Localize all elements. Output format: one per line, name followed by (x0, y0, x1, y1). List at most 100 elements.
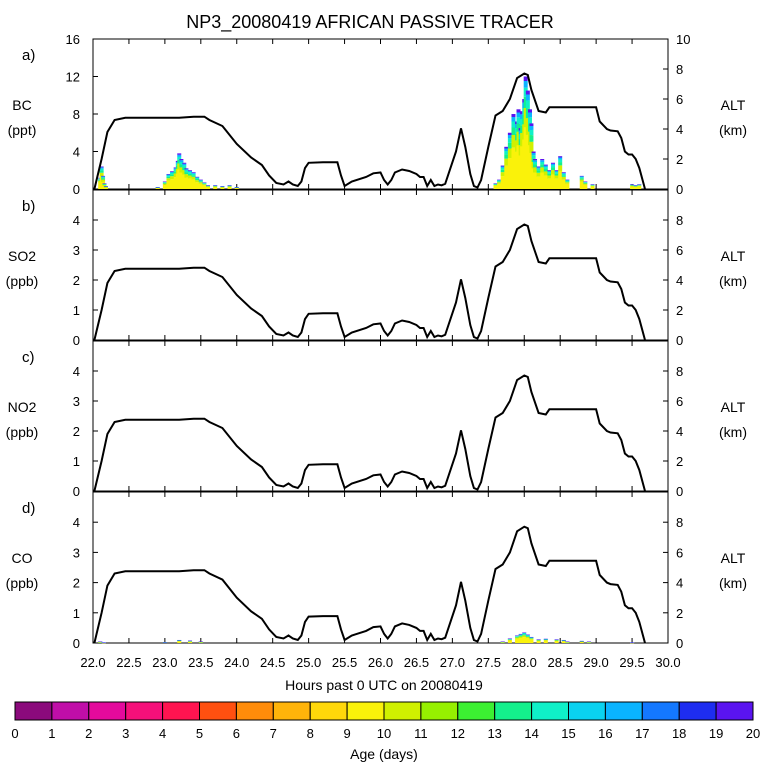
tracer-bar-segment (558, 159, 563, 163)
tracer-bar-segment (554, 173, 559, 176)
alt-label: ALT (721, 550, 746, 566)
tracer-bar-segment (529, 129, 534, 136)
tracer-bar-segment (177, 163, 182, 170)
tracer-bar-segment (579, 640, 584, 642)
tracer-bar-segment (504, 154, 509, 159)
tracer-bar-segment (162, 181, 167, 183)
tracer-bar-segment (500, 641, 505, 642)
tracer-bar-segment (565, 641, 570, 642)
tracer-bar-segment (583, 181, 588, 182)
tracer-bar-segment (173, 169, 178, 172)
tracer-bar-segment (520, 125, 525, 133)
tracer-bar-segment (547, 171, 552, 173)
tracer-bar-segment (507, 138, 512, 143)
tracer-bar-segment (579, 176, 584, 178)
alt-units-label: (km) (719, 575, 747, 591)
tracer-bar-segment (202, 182, 207, 184)
tracer-bar-segment (99, 168, 104, 171)
tracer-bar-segment (162, 183, 167, 185)
tracer-bar-segment (500, 176, 505, 189)
colorbar-swatch (309, 701, 348, 721)
tracer-bar-segment (179, 160, 184, 162)
tracer-bar-segment (536, 170, 541, 173)
tracer-bar-segment (522, 637, 527, 643)
tracer-bar-segment (590, 185, 595, 186)
tracer-bar (202, 182, 207, 189)
tracer-bar-segment (500, 165, 505, 167)
tracer-bar-segment (195, 179, 200, 181)
units-label: (ppt) (8, 122, 37, 138)
tracer-bar-segment (195, 176, 200, 178)
x-tick-label: 27.5 (476, 655, 501, 670)
tracer-bar-segment (179, 159, 184, 161)
colorbar-swatch (88, 701, 127, 721)
tracer-bar-segment (493, 184, 498, 186)
tracer-bar-segment (583, 181, 588, 183)
tracer-bar-segment (531, 155, 536, 159)
tracer-bar-segment (191, 179, 196, 189)
tracer-bar-segment (166, 175, 171, 177)
tracer-bar-segment (188, 170, 193, 171)
tracer-bar-segment (213, 186, 218, 189)
tracer-bar-segment (497, 180, 502, 181)
tracer-bar (188, 170, 193, 189)
colorbar-swatch (494, 701, 533, 721)
alt-tick-label: 0 (676, 182, 683, 197)
colorbar-tick-label: 3 (122, 726, 129, 741)
tracer-bar-segment (536, 640, 541, 642)
x-tick-label: 27.0 (440, 655, 465, 670)
tracer-bar (198, 179, 203, 189)
colorbar-tick-label: 12 (451, 726, 465, 741)
tracer-bar-segment (531, 151, 536, 153)
tracer-bar-segment (586, 641, 591, 642)
colorbar-tick-label: 2 (85, 726, 92, 741)
tracer-bar (101, 642, 106, 644)
tracer-bar (543, 164, 548, 189)
tracer-bar-segment (561, 641, 566, 643)
tracer-bar-segment (206, 185, 210, 187)
alt-tick-label: 2 (676, 606, 683, 621)
tracer-bar-segment (191, 176, 196, 180)
tracer-bar-segment (511, 121, 516, 128)
colorbar-tick-label: 5 (196, 726, 203, 741)
colorbar-swatch (531, 701, 569, 721)
tracer-bar-segment (98, 641, 103, 642)
tracer-bar-segment (184, 168, 189, 170)
tracer-bar (518, 633, 523, 643)
tracer-bar (234, 187, 239, 189)
x-tick-label: 29.0 (583, 655, 608, 670)
tracer-bar-segment (188, 641, 193, 643)
tracer-bar-segment (198, 642, 203, 643)
tracer-bar (529, 123, 534, 189)
tracer-bar-segment (103, 187, 108, 189)
colorbar-swatch (199, 701, 237, 721)
tracer-bar-segment (583, 183, 588, 185)
tracer-bar-segment (523, 81, 528, 88)
tracer-bar-segment (206, 186, 210, 189)
tracer-bar-segment (182, 162, 187, 164)
tracer-bar-segment (554, 171, 559, 173)
tracer-bar-segment (561, 640, 566, 642)
tracer-bar-segment (162, 184, 167, 189)
tracer-bar-segment (234, 187, 239, 188)
tracer-bar-segment (184, 170, 189, 173)
colorbar-swatch (383, 701, 422, 721)
tracer-bar (633, 185, 638, 189)
tracer-bar-segment (637, 186, 642, 189)
tracer-bar-segment (182, 174, 187, 189)
tracer-bar-segment (525, 634, 530, 636)
tracer-bar-segment (523, 127, 528, 189)
tracer-bar-segment (155, 187, 160, 189)
tracer-bar (565, 179, 570, 189)
tracer-bar (162, 642, 167, 644)
tracer-bar-segment (206, 186, 210, 187)
tracer-bar-segment (523, 108, 528, 128)
tracer-bar-segment (579, 641, 584, 643)
alt-tick-label: 6 (676, 545, 683, 560)
tracer-bar (507, 132, 512, 189)
colorbar: 0 1 2 3 4 5 6 7 8 9 10 11 12 13 14 15 16 17 18 19 20 (11, 701, 760, 741)
tracer-bar-segment (558, 162, 563, 166)
panel-frame (92, 491, 669, 644)
tracer-bar-segment (493, 183, 498, 185)
tracer-bar (536, 639, 541, 643)
